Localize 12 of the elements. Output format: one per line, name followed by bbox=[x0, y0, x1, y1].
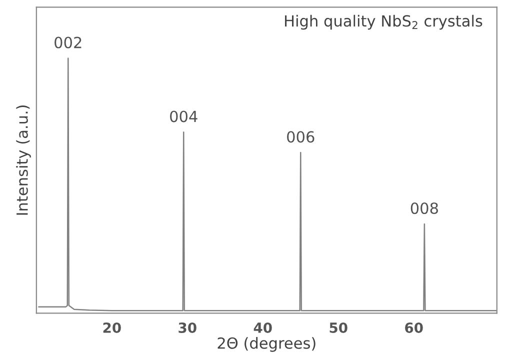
x-tick-label: 40 bbox=[254, 322, 272, 333]
x-tick-label: 50 bbox=[330, 322, 348, 333]
annotation: 002 bbox=[54, 36, 82, 48]
x-tick-label: 20 bbox=[103, 322, 121, 333]
x-tick-label: 30 bbox=[178, 322, 196, 333]
y-axis-title: Intensity (a.u.) bbox=[16, 105, 31, 215]
chart-title: High quality NbS$_{2}$ crystals bbox=[285, 14, 482, 30]
annotation: 004 bbox=[170, 110, 198, 122]
annotation: 006 bbox=[287, 131, 314, 143]
x-tick-label: 60 bbox=[405, 322, 423, 333]
annotation: 008 bbox=[410, 202, 438, 214]
x-axis-title: 2Θ (degrees) bbox=[218, 337, 316, 352]
